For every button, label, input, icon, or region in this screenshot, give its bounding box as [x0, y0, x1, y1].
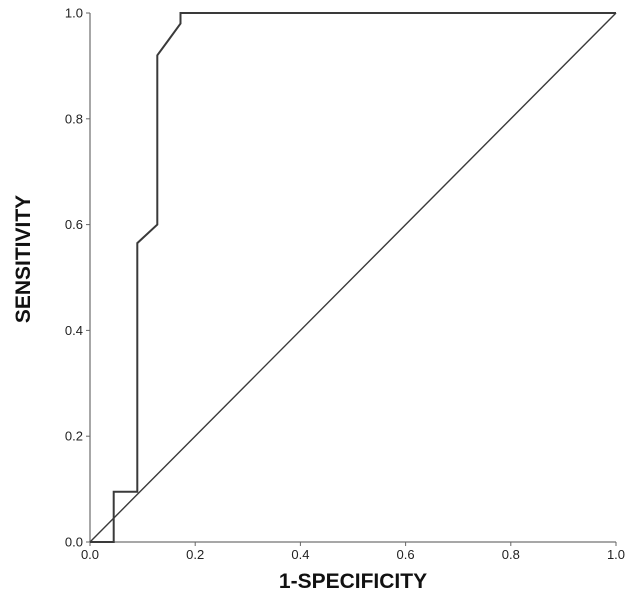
- x-tick-label: 1.0: [607, 547, 625, 562]
- x-axis-title: 1-SPECIFICITY: [279, 570, 427, 593]
- x-tick-label: 0.0: [81, 547, 99, 562]
- x-tick-label: 0.2: [186, 547, 204, 562]
- x-tick-label: 0.6: [397, 547, 415, 562]
- y-tick-label: 0.4: [65, 323, 83, 338]
- x-tick-label: 0.4: [291, 547, 309, 562]
- roc-curve-line: [90, 12, 616, 543]
- x-tick-label: 0.8: [502, 547, 520, 562]
- y-axis-title: SENSITIVITY: [12, 195, 35, 323]
- plot-frame: [89, 13, 616, 543]
- y-tick-label: 1.0: [65, 6, 83, 21]
- y-tick-label: 0.0: [65, 535, 83, 550]
- y-tick-label: 0.6: [65, 217, 83, 232]
- y-tick-label: 0.8: [65, 111, 83, 126]
- axis-ticks: 0.0 0.2 0.4 0.6 0.8 1.0 0.0 0.2 0.4 0.6 0.8 1.0: [65, 6, 625, 563]
- reference-diagonal-line: [89, 12, 617, 543]
- series-lines: [89, 12, 617, 543]
- y-tick-label: 0.2: [65, 429, 83, 444]
